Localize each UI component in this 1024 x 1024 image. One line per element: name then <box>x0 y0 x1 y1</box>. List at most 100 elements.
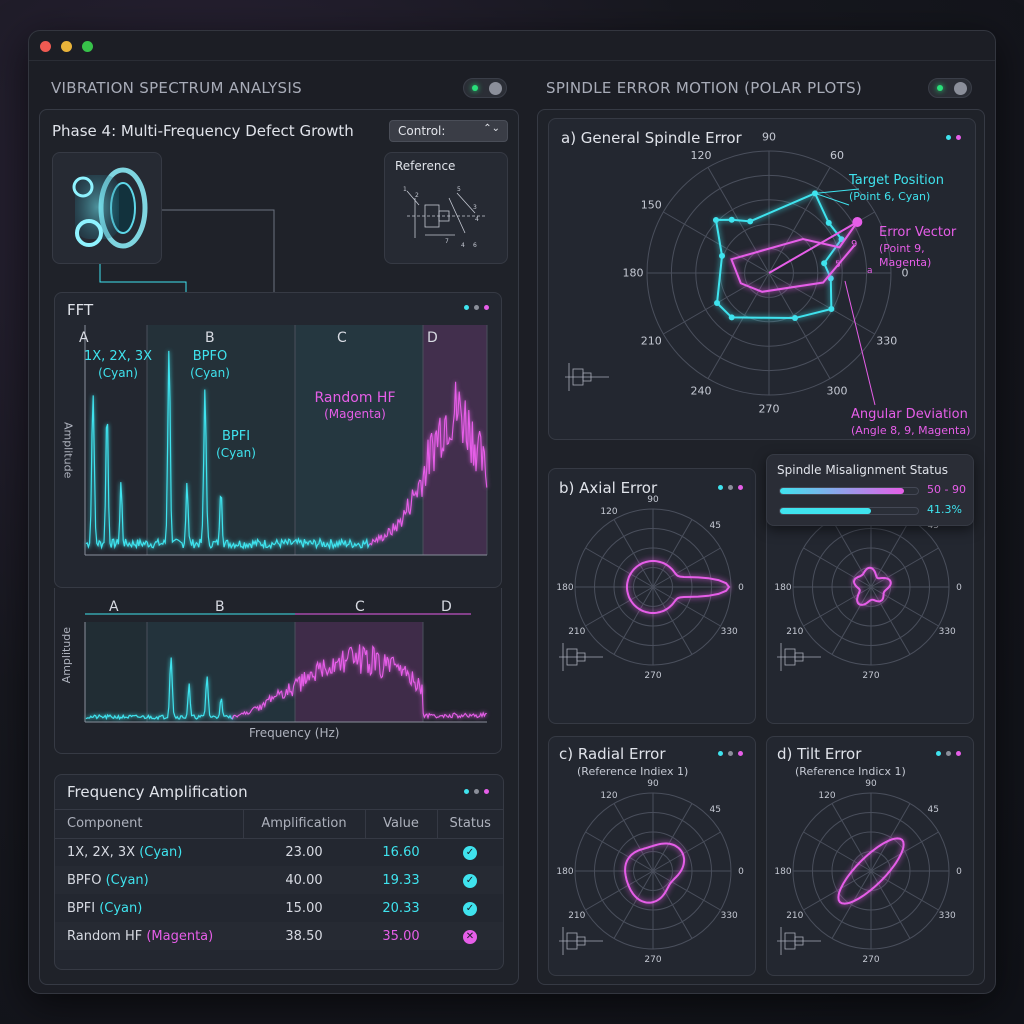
point-5-label: 5 <box>835 260 841 270</box>
polar-angle-label: 90 <box>647 495 659 505</box>
magenta-spectrum-series <box>368 381 488 546</box>
tilt-error-subtitle: (Reference Indicx 1) <box>795 765 906 778</box>
maximize-window-button[interactable] <box>82 41 93 52</box>
target-leader-line-2 <box>814 192 850 206</box>
fft-panel: FFT A B C D 1X, 2X, 3X (Cyan) BPFO (Cyan… <box>54 292 502 588</box>
x-icon: ✕ <box>463 930 477 944</box>
tilt-status-dots <box>936 751 961 756</box>
polar-spoke <box>831 870 872 939</box>
polar-spoke <box>652 586 721 627</box>
polar-angle-label: 90 <box>762 131 776 144</box>
title-bar <box>29 31 995 61</box>
polar-angle-label: 45 <box>709 521 720 531</box>
table-row[interactable]: Random HF (Magenta) 38.50 35.00 ✕ <box>55 922 503 950</box>
cell-component: Random HF (Magenta) <box>55 922 243 950</box>
polar-angle-label: 45 <box>709 805 720 815</box>
app-window: VIBRATION SPECTRUM ANALYSIS SPINDLE ERRO… <box>28 30 996 994</box>
polar-angle-label: 210 <box>641 335 662 348</box>
polar-spoke <box>585 547 654 588</box>
polar-angle-label: 0 <box>956 867 962 877</box>
cyan-error-point <box>792 315 798 322</box>
polar-spoke <box>652 803 693 872</box>
left-section-toggle[interactable] <box>463 78 507 98</box>
bearing-model-card[interactable] <box>52 152 162 264</box>
misalignment-title: Spindle Misalignment Status <box>777 463 948 477</box>
region-a-shade <box>85 622 147 722</box>
spindle-panel: a) General Spindle Error 90 60 0 330 300 270 2… <box>537 109 985 985</box>
harmonics-color-text: (Cyan) <box>98 365 138 380</box>
svg-text:4: 4 <box>461 242 465 249</box>
random-hf-label: Random HF (Magenta) <box>307 389 403 423</box>
tilt-error-panel: d) Tilt Error (Reference Indicx 1) 90 45 0… <box>766 736 974 976</box>
low-region-d: D <box>441 599 452 615</box>
reference-label: Reference <box>395 159 456 173</box>
lower-spectrum-panel: A B C D Amplitude Frequency (Hz) <box>54 588 502 754</box>
polar-spoke <box>613 586 654 655</box>
fft-region-a: A <box>79 330 89 346</box>
reference-schematic-icon: 1 2 5 3 4 7 6 4 <box>403 186 485 249</box>
svg-text:6: 6 <box>473 242 477 249</box>
component-color-tag: (Cyan) <box>99 900 143 916</box>
polar-angle-label: 210 <box>786 911 803 921</box>
reference-drawing-card[interactable]: Reference 1 2 5 3 4 7 6 4 <box>384 152 508 264</box>
component-name: Random HF <box>67 928 147 944</box>
general-status-dots <box>946 135 961 140</box>
cell-amplification: 40.00 <box>243 866 365 894</box>
bpfi-label: BPFI (Cyan) <box>211 429 261 461</box>
col-amplification: Amplification <box>243 810 366 839</box>
cyan-error-point <box>747 218 754 225</box>
control-select[interactable]: Control: ⌃⌄ <box>389 120 508 142</box>
close-window-button[interactable] <box>40 41 51 52</box>
bpfo-color-text: (Cyan) <box>190 365 230 380</box>
polar-angle-label: 180 <box>774 867 791 877</box>
axial-schematic-icon <box>559 643 603 671</box>
polar-angle-label: 240 <box>691 384 712 397</box>
cell-amplification: 23.00 <box>285 844 323 860</box>
magenta-error-trace <box>624 842 686 904</box>
table-row[interactable]: 1X, 2X, 3X (Cyan) 23.00 16.60 ✓ <box>55 838 503 866</box>
point-9-label: 9 <box>851 239 857 250</box>
cell-amplification: 38.50 <box>243 922 365 950</box>
angular-deviation-sub: (Angle 8, 9, Magenta) <box>851 423 971 437</box>
col-value: Value <box>365 810 438 839</box>
misalignment-bar-1-fill <box>780 488 905 494</box>
table-row[interactable]: BPFI (Cyan) 15.00 20.33 ✓ <box>55 894 503 922</box>
polar-spoke <box>803 547 872 588</box>
tilt-schematic-icon <box>777 927 821 955</box>
harmonics-text: 1X, 2X, 3X <box>83 349 153 364</box>
polar-spoke <box>768 272 875 335</box>
cell-status: ✕ <box>437 922 503 950</box>
component-color-tag: (Cyan) <box>139 844 183 860</box>
cell-amplification: 15.00 <box>285 900 323 916</box>
table-row[interactable]: BPFO (Cyan) 40.00 19.33 ✓ <box>55 866 503 894</box>
magenta-error-trace <box>852 566 892 606</box>
polar-angle-label: 90 <box>865 779 877 789</box>
fft-region-d: D <box>427 330 438 346</box>
amplification-panel: Frequency Amplification Component Amplif… <box>54 774 504 970</box>
polar-spoke <box>870 870 939 911</box>
cyan-error-point <box>728 216 735 223</box>
polar-angle-label: 120 <box>600 791 617 801</box>
svg-text:5: 5 <box>457 186 461 193</box>
axial-error-panel: b) Axial Error 90 45 0 330 270 210 180 120 <box>548 468 756 724</box>
polar-spoke <box>803 586 872 627</box>
polar-angle-label: 300 <box>827 384 848 397</box>
polar-spoke <box>652 870 693 939</box>
fft-chart <box>84 325 488 556</box>
misalignment-bar-1 <box>779 487 919 495</box>
minimize-window-button[interactable] <box>61 41 72 52</box>
svg-text:7: 7 <box>445 238 449 245</box>
misalignment-bar-2-text: 41.3% <box>927 503 962 516</box>
polar-spoke <box>870 586 911 655</box>
polar-angle-label: 45 <box>927 805 938 815</box>
error-vector-label: Error Vector (Point 9, Magenta) <box>879 225 975 270</box>
amplification-table-body: 1X, 2X, 3X (Cyan) 23.00 16.60 ✓ BPFO (Cyan) 4… <box>55 838 503 950</box>
right-section-toggle[interactable] <box>928 78 972 98</box>
cell-status: ✓ <box>437 838 503 866</box>
magenta-spectrum-series <box>231 644 487 720</box>
misalignment-status-card: Spindle Misalignment Status 50 - 90 41.3… <box>766 454 974 526</box>
angular-deviation-text: Angular Deviation <box>851 407 968 422</box>
bpfi-text: BPFI <box>221 429 251 444</box>
magenta-error-trace <box>730 221 859 293</box>
fft-ylabel: Amplitude <box>61 421 75 479</box>
